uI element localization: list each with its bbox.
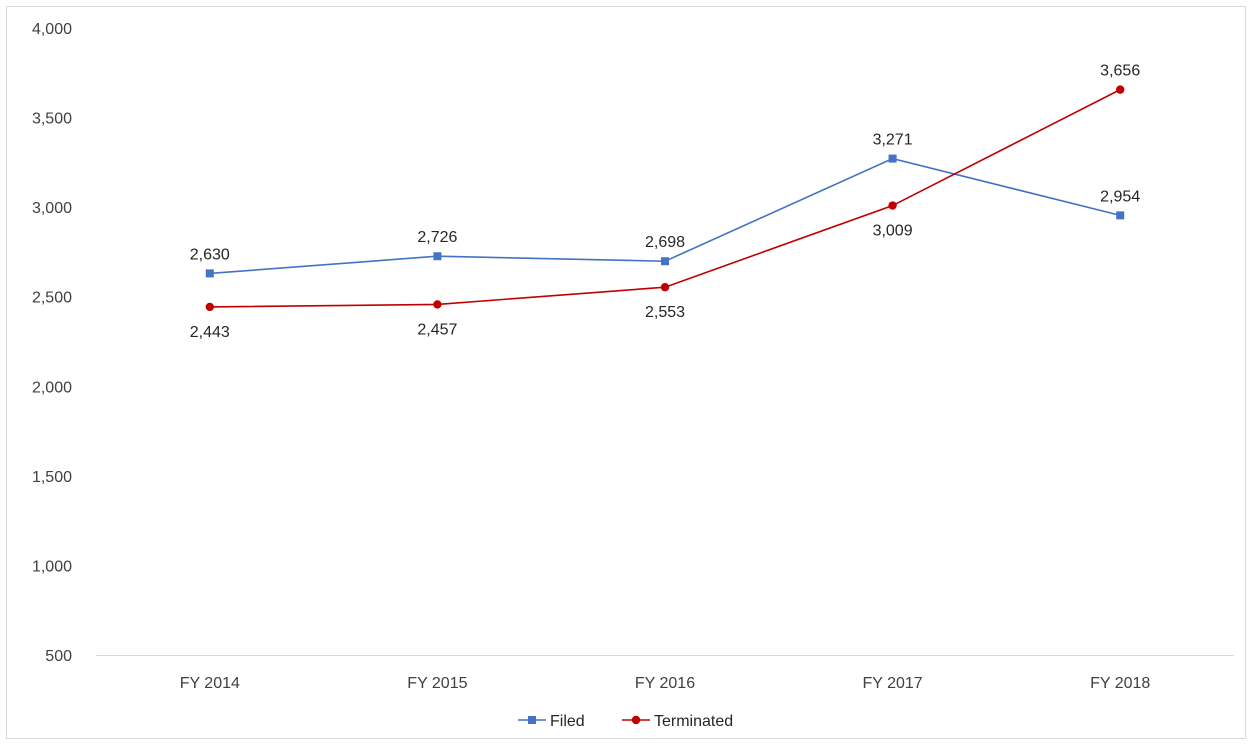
x-tick-label: FY 2018 bbox=[1090, 675, 1150, 692]
y-tick-label: 500 bbox=[45, 648, 72, 665]
point-marker-filed bbox=[888, 154, 897, 163]
data-label-terminated: 2,457 bbox=[417, 321, 457, 338]
point-marker-terminated bbox=[888, 201, 897, 210]
legend-label-terminated: Terminated bbox=[654, 713, 733, 730]
y-tick-label: 1,500 bbox=[32, 469, 72, 486]
data-label-terminated: 2,443 bbox=[190, 324, 230, 341]
data-label-terminated: 3,656 bbox=[1100, 63, 1140, 80]
legend: Filed Terminated bbox=[518, 713, 733, 730]
series-markers bbox=[205, 85, 1125, 312]
data-label-terminated: 3,009 bbox=[873, 223, 913, 240]
point-marker-terminated bbox=[433, 300, 442, 309]
y-tick-label: 3,000 bbox=[32, 200, 72, 217]
point-marker-terminated bbox=[205, 302, 214, 312]
point-marker-filed bbox=[205, 269, 214, 278]
point-marker-terminated bbox=[660, 283, 670, 292]
x-tick-label: FY 2017 bbox=[862, 675, 922, 692]
point-marker-filed bbox=[433, 252, 442, 261]
y-axis-ticks: 500 1,000 1,500 2,000 2,500 3,000 3,500 4,000 bbox=[32, 21, 72, 665]
y-tick-label: 4,000 bbox=[32, 21, 72, 38]
data-label-terminated: 2,553 bbox=[645, 304, 685, 321]
data-label-filed: 3,271 bbox=[873, 132, 913, 149]
x-tick-label: FY 2016 bbox=[635, 675, 695, 692]
data-label-filed: 2,954 bbox=[1100, 188, 1140, 205]
legend-marker-filed bbox=[528, 716, 536, 724]
x-tick-label: FY 2015 bbox=[407, 675, 467, 692]
y-tick-label: 2,500 bbox=[32, 290, 72, 307]
y-tick-label: 2,000 bbox=[32, 379, 72, 396]
x-tick-label: FY 2014 bbox=[180, 675, 240, 692]
y-tick-label: 1,000 bbox=[32, 558, 72, 575]
chart-border bbox=[6, 6, 1246, 739]
y-tick-label: 3,500 bbox=[32, 111, 72, 128]
data-labels: 2,630 2,726 2,698 3,271 2,954 2,443 2,457 2,553… bbox=[190, 63, 1141, 341]
legend-marker-terminated bbox=[631, 715, 641, 725]
data-label-filed: 2,698 bbox=[645, 234, 685, 251]
data-label-filed: 2,630 bbox=[190, 246, 230, 263]
legend-label-filed: Filed bbox=[550, 713, 585, 730]
point-marker-filed bbox=[661, 257, 669, 266]
data-label-filed: 2,726 bbox=[417, 229, 457, 246]
point-marker-terminated bbox=[1116, 85, 1125, 94]
x-axis-ticks: FY 2014 FY 2015 FY 2016 FY 2017 FY 2018 bbox=[180, 675, 1151, 692]
point-marker-filed bbox=[1116, 211, 1125, 220]
